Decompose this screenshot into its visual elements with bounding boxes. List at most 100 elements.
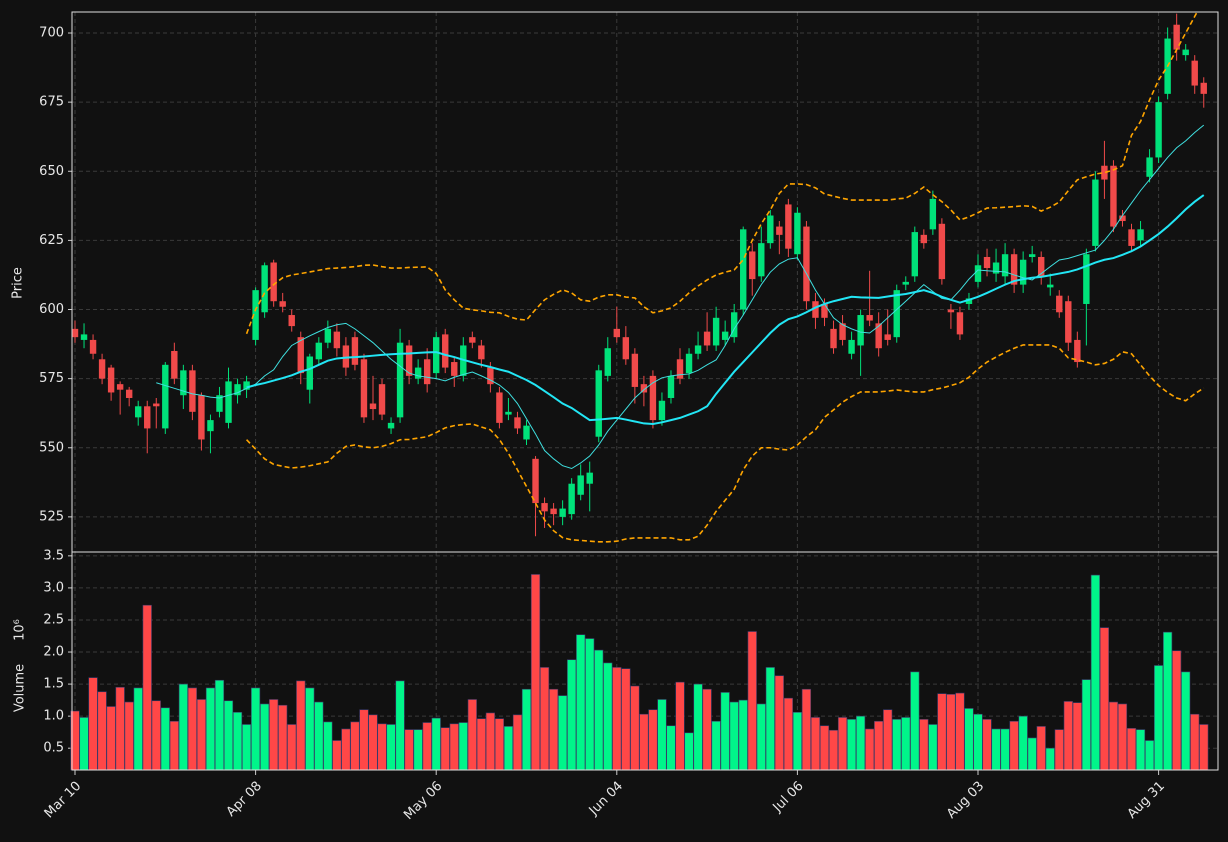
candle-body (857, 315, 864, 346)
candle-body (1047, 284, 1054, 288)
candle-body (568, 483, 575, 515)
volume-bar (1135, 729, 1146, 771)
candle-body (1200, 82, 1207, 94)
y-tick-label: 650 (39, 164, 64, 179)
candle-body (189, 370, 196, 412)
candle-body (1173, 24, 1180, 50)
y-tick-label: 525 (39, 509, 64, 524)
volume-bar (1009, 720, 1019, 771)
candle-body (270, 262, 277, 302)
candle-body (794, 212, 801, 255)
candle-body (378, 384, 386, 415)
candle-body (550, 508, 557, 515)
candle-body (423, 359, 431, 385)
candle-body (776, 226, 783, 235)
volume-bar (756, 703, 766, 771)
candle-body (622, 337, 630, 360)
volume-bar (521, 688, 532, 771)
volume-bar (205, 687, 216, 771)
volume-bar (151, 700, 161, 771)
volume-bar (792, 711, 802, 771)
volume-bar (1036, 726, 1046, 771)
candle-body (469, 337, 476, 343)
volume-bar (874, 720, 884, 771)
candle-body (947, 309, 955, 313)
volume-bar (196, 699, 207, 771)
volume-bar (1018, 715, 1028, 771)
candle-body (902, 281, 909, 285)
indicator-line (156, 124, 1205, 470)
volume-bar (837, 717, 848, 771)
volume-bar (1190, 713, 1200, 771)
candle-body (749, 251, 756, 280)
volume-bar (783, 697, 793, 771)
candle-body (216, 395, 223, 412)
volume-bar (278, 704, 288, 771)
volume-bar (232, 711, 243, 771)
volume-bar (178, 683, 188, 771)
volume-bar (395, 680, 405, 771)
y-tick-label: 0.5 (43, 741, 64, 756)
volume-bar (377, 723, 387, 771)
volume-bar (142, 604, 152, 771)
candle-body (1074, 339, 1081, 363)
candle-body (505, 411, 512, 415)
volume-bar (449, 723, 459, 771)
candle-body (496, 392, 503, 423)
volume-bar (738, 699, 748, 771)
volume-bar (251, 687, 261, 771)
volume-bar (548, 688, 559, 771)
volume-bar (747, 631, 757, 771)
volume-bar (169, 720, 179, 771)
candle-body (875, 323, 882, 349)
candle-body (198, 395, 205, 440)
volume-bar (458, 722, 468, 771)
volume-bar (160, 707, 170, 771)
volume-bar (341, 728, 351, 771)
volume-bar (883, 709, 893, 771)
volume-bar (88, 677, 98, 771)
candle-body (144, 406, 151, 429)
volume-bar (621, 668, 631, 771)
volume-bar (305, 687, 315, 771)
volume-bar (919, 719, 929, 771)
volume-bar (214, 679, 225, 771)
candle-body (351, 337, 359, 365)
y-tick-label: 550 (39, 440, 64, 455)
volume-bar (1063, 701, 1073, 771)
indicator-line (245, 344, 1205, 543)
volume-bar (765, 667, 775, 771)
volume-bar (1000, 728, 1010, 771)
volume-bar (702, 688, 712, 771)
candle-body (333, 331, 341, 349)
volume-bar (973, 713, 983, 771)
y-tick-label: 3.5 (43, 548, 64, 563)
candle-body (712, 317, 720, 346)
candle-body (532, 458, 539, 504)
candle-body (812, 301, 819, 318)
candle-body (1028, 254, 1036, 257)
candle-body (1101, 165, 1108, 180)
volume-bar (115, 686, 125, 771)
candle-body (1128, 229, 1135, 246)
candle-body (1191, 60, 1198, 86)
volume-bar (386, 724, 396, 771)
volume-bar (422, 722, 432, 771)
volume-bar (1181, 671, 1191, 771)
candle-body (153, 403, 160, 407)
volume-bar (368, 714, 378, 771)
volume-bar (539, 667, 550, 771)
volume-bar (774, 675, 784, 771)
candle-body (442, 334, 449, 368)
volume-bar (711, 720, 721, 771)
volume-bar (1090, 574, 1100, 771)
volume-bar (440, 727, 450, 771)
candle-body (938, 223, 946, 280)
volume-bar (901, 717, 911, 771)
candle-body (992, 262, 1000, 274)
candle-body (243, 381, 250, 390)
volume-bar (269, 699, 279, 771)
candle-body (658, 400, 666, 421)
volume-bar (404, 729, 414, 771)
volume-bar (612, 667, 622, 771)
